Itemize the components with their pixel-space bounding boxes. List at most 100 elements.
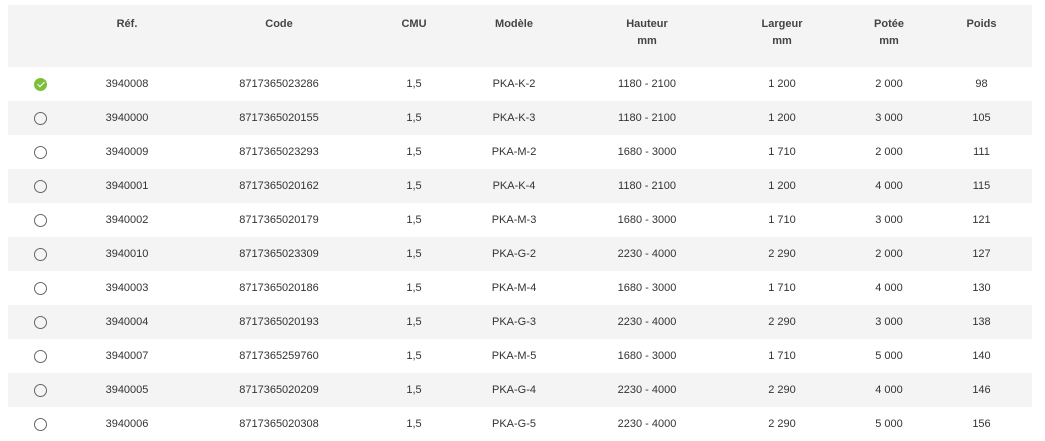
column-header-label: Réf.	[116, 18, 138, 30]
column-header-unit: mm	[637, 35, 657, 47]
table-row[interactable]: 3940007 8717365259760 1,5 PKA-M-5 1680 - 300…	[8, 339, 1032, 373]
radio-button[interactable]	[34, 349, 47, 363]
column-header-largeur: Largeur mm	[717, 5, 847, 67]
column-header-label: Hauteur	[626, 18, 668, 30]
radio-button[interactable]	[34, 179, 47, 193]
column-header-code: Code	[181, 5, 377, 67]
cell-cmu: 1,5	[406, 418, 422, 430]
cell-poids: 156	[972, 418, 991, 430]
cell-hauteur: 2230 - 4000	[617, 418, 677, 430]
cell-ref: 3940005	[73, 373, 181, 407]
cell-code: 8717365020162	[181, 169, 377, 203]
cell-modele: PKA-M-5	[491, 350, 537, 362]
cell-hauteur: 1180 - 2100	[577, 169, 717, 203]
product-variants-table: Réf. Code CMU Modèle Hauteur mm Largeur mm Potée…	[8, 5, 1032, 441]
select-cell[interactable]	[8, 237, 73, 271]
select-cell[interactable]	[8, 101, 73, 135]
cell-code: 8717365020179	[239, 214, 319, 226]
cell-potee: 3 000	[875, 214, 903, 226]
cell-largeur: 2 290	[717, 373, 847, 407]
cell-cmu: 1,5	[377, 305, 451, 339]
select-cell[interactable]	[8, 305, 73, 339]
cell-largeur: 1 200	[768, 78, 796, 90]
cell-cmu: 1,5	[406, 78, 422, 90]
cell-ref: 3940010	[73, 237, 181, 271]
table-row[interactable]: 3940002 8717365020179 1,5 PKA-M-3 1680 - 300…	[8, 203, 1032, 237]
cell-code: 8717365020155	[181, 101, 377, 135]
table-row[interactable]: 3940003 8717365020186 1,5 PKA-M-4 1680 - 300…	[8, 271, 1032, 305]
cell-hauteur: 1680 - 3000	[617, 282, 677, 294]
table-row[interactable]: 3940006 8717365020308 1,5 PKA-G-5 2230 - 400…	[8, 407, 1032, 441]
cell-potee: 4 000	[875, 282, 903, 294]
cell-modele: PKA-M-2	[491, 146, 537, 158]
cell-hauteur: 2230 - 4000	[577, 373, 717, 407]
table-row[interactable]: 3940008 8717365023286 1,5 PKA-K-2 1180 - 210…	[8, 67, 1032, 101]
select-cell[interactable]	[8, 271, 73, 305]
cell-cmu: 1,5	[406, 350, 422, 362]
cell-cmu: 1,5	[377, 237, 451, 271]
cell-cmu: 1,5	[406, 146, 422, 158]
cell-hauteur: 1180 - 2100	[577, 101, 717, 135]
cell-modele: PKA-G-5	[491, 418, 536, 430]
cell-hauteur: 1180 - 2100	[618, 78, 676, 90]
cell-largeur: 1 200	[717, 169, 847, 203]
cell-poids: 111	[973, 146, 990, 158]
cell-cmu: 1,5	[377, 373, 451, 407]
cell-ref: 3940008	[105, 78, 149, 90]
cell-potee: 5 000	[875, 350, 903, 362]
column-header-label: Modèle	[495, 18, 533, 30]
cell-potee: 3 000	[847, 101, 931, 135]
table-row[interactable]: 3940010 8717365023309 1,5 PKA-G-2 2230 - 400…	[8, 237, 1032, 271]
cell-largeur: 1 710	[768, 282, 796, 294]
select-cell[interactable]	[8, 203, 73, 237]
cell-modele: PKA-K-3	[451, 101, 577, 135]
cell-poids: 140	[972, 350, 991, 362]
cell-largeur: 1 710	[768, 214, 796, 226]
cell-potee: 5 000	[875, 418, 903, 430]
cell-hauteur: 1680 - 3000	[617, 350, 677, 362]
select-cell[interactable]	[8, 67, 73, 101]
table-row[interactable]: 3940004 8717365020193 1,5 PKA-G-3 2230 - 400…	[8, 305, 1032, 339]
radio-button[interactable]	[34, 111, 47, 125]
select-cell[interactable]	[8, 407, 73, 441]
radio-button[interactable]	[34, 417, 47, 431]
cell-ref: 3940009	[105, 146, 149, 158]
select-cell[interactable]	[8, 135, 73, 169]
radio-checked-icon[interactable]	[34, 77, 47, 91]
cell-cmu: 1,5	[406, 282, 422, 294]
cell-poids: 138	[931, 305, 1032, 339]
cell-ref: 3940000	[73, 101, 181, 135]
cell-code: 8717365020193	[181, 305, 377, 339]
select-cell[interactable]	[8, 169, 73, 203]
column-header-select	[8, 5, 73, 67]
cell-ref: 3940006	[105, 418, 149, 430]
cell-cmu: 1,5	[406, 214, 422, 226]
column-header-label: Code	[265, 18, 293, 30]
column-header-hauteur: Hauteur mm	[577, 5, 717, 67]
cell-modele: PKA-K-2	[492, 78, 536, 90]
table-row[interactable]: 3940001 8717365020162 1,5 PKA-K-4 1180 - 210…	[8, 169, 1032, 203]
cell-modele: PKA-G-2	[451, 237, 577, 271]
cell-poids: 98	[975, 78, 988, 90]
radio-button[interactable]	[34, 281, 47, 295]
radio-button[interactable]	[34, 383, 47, 397]
table-row[interactable]: 3940005 8717365020209 1,5 PKA-G-4 2230 - 400…	[8, 373, 1032, 407]
cell-ref: 3940003	[105, 282, 149, 294]
table-row[interactable]: 3940009 8717365023293 1,5 PKA-M-2 1680 - 300…	[8, 135, 1032, 169]
cell-poids: 121	[972, 214, 991, 226]
cell-largeur: 2 290	[768, 418, 796, 430]
cell-modele: PKA-G-3	[451, 305, 577, 339]
radio-button[interactable]	[34, 213, 47, 227]
cell-modele: PKA-G-4	[451, 373, 577, 407]
table-row[interactable]: 3940000 8717365020155 1,5 PKA-K-3 1180 - 210…	[8, 101, 1032, 135]
radio-button[interactable]	[34, 247, 47, 261]
cell-hauteur: 1680 - 3000	[617, 214, 677, 226]
select-cell[interactable]	[8, 373, 73, 407]
select-cell[interactable]	[8, 339, 73, 373]
radio-button[interactable]	[34, 145, 47, 159]
cell-modele: PKA-K-4	[451, 169, 577, 203]
cell-largeur: 1 710	[768, 146, 796, 158]
cell-poids: 105	[931, 101, 1032, 135]
radio-button[interactable]	[34, 315, 47, 329]
column-header-label: Largeur	[761, 18, 803, 30]
